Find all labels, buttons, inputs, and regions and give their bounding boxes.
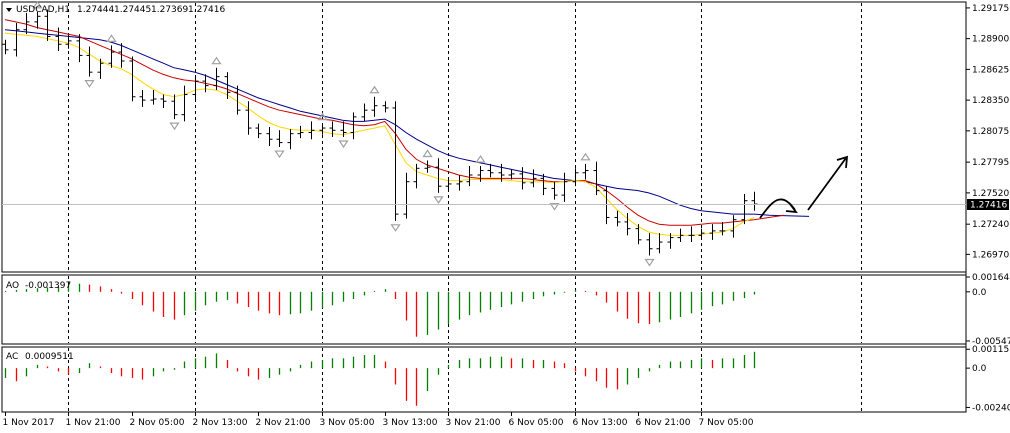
time-tick-label: 1 Nov 21:00 <box>66 418 121 428</box>
current-price-label: 1.27416 <box>970 201 1007 211</box>
time-tick-label: 3 Nov 05:00 <box>320 418 375 428</box>
up-arrow-head-icon <box>836 155 849 169</box>
fractal-up-icon <box>32 0 43 9</box>
price-tick-label: 1.27520 <box>972 189 1009 199</box>
time-tick-label: 2 Nov 05:00 <box>130 418 185 428</box>
ac-tick-label: 0.001155 <box>972 345 1010 355</box>
fractal-down-icon <box>169 122 180 131</box>
ma-blue-line <box>4 29 810 217</box>
ao-tick-label: -0.005476 <box>972 337 1010 347</box>
ao-title: AO <box>6 281 19 291</box>
time-tick-label: 1 Nov 2017 <box>3 418 55 428</box>
price-tick-label: 1.26970 <box>972 250 1009 260</box>
ao-tick-label: 0.001648 <box>972 273 1010 283</box>
time-tick-label: 6 Nov 13:00 <box>573 418 628 428</box>
ma-red-line <box>4 19 785 226</box>
price-tick-label: 1.27240 <box>972 220 1009 230</box>
ao-tick-label: 0.0 <box>972 288 987 298</box>
time-tick-label: 6 Nov 21:00 <box>636 418 691 428</box>
ao-panel-frame <box>1 274 967 345</box>
ac-title: AC <box>6 352 18 362</box>
time-tick-label: 7 Nov 05:00 <box>699 418 754 428</box>
price-tick-label: 1.28625 <box>972 65 1009 75</box>
time-tick-label: 2 Nov 13:00 <box>193 418 248 428</box>
collapse-triangle-icon[interactable] <box>6 8 12 12</box>
fractal-down-icon <box>433 196 444 204</box>
fractal-down-icon <box>549 202 560 211</box>
symbol-label: USDCAD,H1 <box>16 5 70 15</box>
vertical-gridlines <box>68 3 862 411</box>
price-tick-label: 1.28900 <box>972 35 1009 45</box>
time-tick-label: 2 Nov 21:00 <box>256 418 311 428</box>
price-tick-label: 1.28350 <box>972 96 1009 106</box>
curved-arrow-head-icon <box>785 203 798 214</box>
ao-value: -0.001397 <box>25 281 71 291</box>
fractal-down-icon <box>338 140 349 149</box>
ma-yellow-line <box>4 32 755 236</box>
fractal-down-icon <box>644 258 655 267</box>
time-axis-ticks: 1 Nov 2017 1 Nov 21:00 2 Nov 05:00 2 Nov 13… <box>3 412 754 428</box>
time-tick-label: 3 Nov 13:00 <box>383 418 438 428</box>
ac-tick-label: 0.0 <box>972 364 987 374</box>
fractal-up-icon <box>317 112 328 121</box>
price-tick-label: 1.29175 <box>972 4 1009 14</box>
low-price: 1.27369 <box>151 5 188 15</box>
high-price: 1.27445 <box>114 5 151 15</box>
close-price: 1.27416 <box>188 5 225 15</box>
fractal-down-icon <box>274 150 285 159</box>
time-tick-label: 3 Nov 21:00 <box>446 418 501 428</box>
ac-histogram: 0.001155 0.0 -0.002404 <box>4 345 1010 413</box>
fractal-up-icon <box>580 152 591 161</box>
fractal-up-icon <box>106 34 117 42</box>
current-price-tag <box>967 199 1009 211</box>
ac-value: 0.0009511 <box>25 352 74 362</box>
time-tick-label: 6 Nov 05:00 <box>509 418 564 428</box>
candles <box>2 0 758 267</box>
ao-histogram: 0.001648 0.0 -0.005476 <box>4 273 1010 347</box>
open-price: 1.27444 <box>77 5 114 15</box>
up-arrow-annotation <box>807 157 847 211</box>
ac-tick-label: -0.002404 <box>972 403 1010 413</box>
price-axis-ticks: 1.29175 1.28900 1.28625 1.28350 1.28075 1.277… <box>966 4 1009 260</box>
price-tick-label: 1.27795 <box>972 158 1009 168</box>
main-panel-frame <box>1 1 967 273</box>
ac-panel-frame <box>1 346 967 413</box>
fractal-down-icon <box>84 80 95 88</box>
price-tick-label: 1.28075 <box>972 127 1009 137</box>
fractal-up-icon <box>369 85 380 94</box>
fractal-down-icon <box>390 224 401 232</box>
fractal-up-icon <box>211 56 222 65</box>
moving-averages <box>4 19 810 236</box>
fractal-up-icon <box>475 154 486 163</box>
fractal-up-icon <box>422 149 433 158</box>
